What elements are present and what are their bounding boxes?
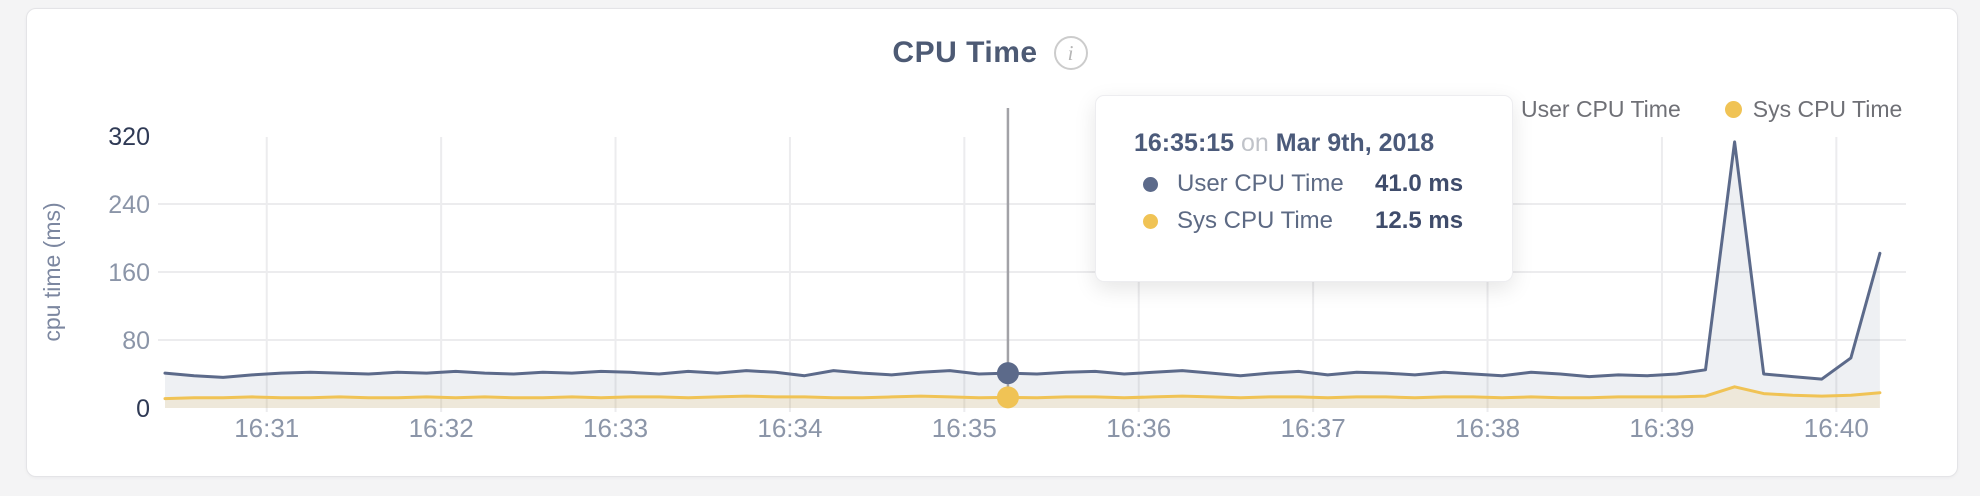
tooltip-series-dot-icon xyxy=(1143,213,1158,229)
legend-item[interactable]: User CPU Time xyxy=(1493,96,1681,123)
tooltip-series-label: User CPU Time xyxy=(1177,170,1344,197)
x-tick-label: 16:38 xyxy=(1455,413,1520,443)
series-area xyxy=(165,386,1880,408)
chart-legend: User CPU Time Sys CPU Time xyxy=(1493,96,1902,123)
y-axis-title: cpu time (ms) xyxy=(39,202,65,341)
tooltip-series-dot-icon xyxy=(1143,176,1158,192)
chart-tooltip: 16:35:15 on Mar 9th, 2018 User CPU Time … xyxy=(1095,95,1513,282)
series-line xyxy=(163,385,1882,401)
x-tick-label: 16:37 xyxy=(1281,413,1346,443)
tooltip-series-value: 41.0 ms xyxy=(1375,170,1464,197)
tooltip-series-label: Sys CPU Time xyxy=(1177,207,1334,234)
x-tick-label: 16:33 xyxy=(583,413,648,443)
legend-item-label: Sys CPU Time xyxy=(1752,96,1903,122)
legend-item-label: User CPU Time xyxy=(1521,96,1681,122)
x-tick-label: 16:31 xyxy=(234,413,299,443)
tooltip-rows: User CPU Time 41.0 ms Sys CPU Time 12.5 … xyxy=(1134,170,1512,235)
tooltip-date: Mar 9th, 2018 xyxy=(1275,129,1435,157)
chart-title: CPU Time xyxy=(892,36,1038,69)
tooltip-series-value: 12.5 ms xyxy=(1375,207,1464,234)
tooltip-series-row: User CPU Time 41.0 ms xyxy=(1134,170,1512,198)
y-tick-label: 240 xyxy=(108,191,150,219)
hover-point xyxy=(996,386,1019,409)
tooltip-time: 16:35:15 xyxy=(1134,129,1235,157)
chart-header: CPU Time i xyxy=(0,36,1980,70)
info-icon[interactable]: i xyxy=(1053,36,1088,70)
x-tick-label: 16:40 xyxy=(1804,413,1869,443)
x-tick-label: 16:36 xyxy=(1106,413,1171,443)
y-tick-label: 320 xyxy=(108,123,150,151)
series-line xyxy=(163,140,1882,381)
y-tick-label: 80 xyxy=(122,327,150,355)
hover-point xyxy=(996,362,1019,385)
x-tick-label: 16:32 xyxy=(409,413,474,443)
y-tick-label: 0 xyxy=(136,395,150,423)
y-tick-label: 160 xyxy=(108,259,150,287)
legend-item[interactable]: Sys CPU Time xyxy=(1724,96,1903,123)
tooltip-timestamp: 16:35:15 on Mar 9th, 2018 xyxy=(1134,129,1512,158)
series-area xyxy=(165,141,1880,408)
x-tick-label: 16:35 xyxy=(932,413,997,443)
tooltip-connector: on xyxy=(1241,129,1269,157)
x-tick-label: 16:34 xyxy=(757,413,822,443)
legend-dot-icon xyxy=(1724,101,1742,118)
tooltip-series-row: Sys CPU Time 12.5 ms xyxy=(1134,207,1512,235)
x-tick-label: 16:39 xyxy=(1629,413,1694,443)
